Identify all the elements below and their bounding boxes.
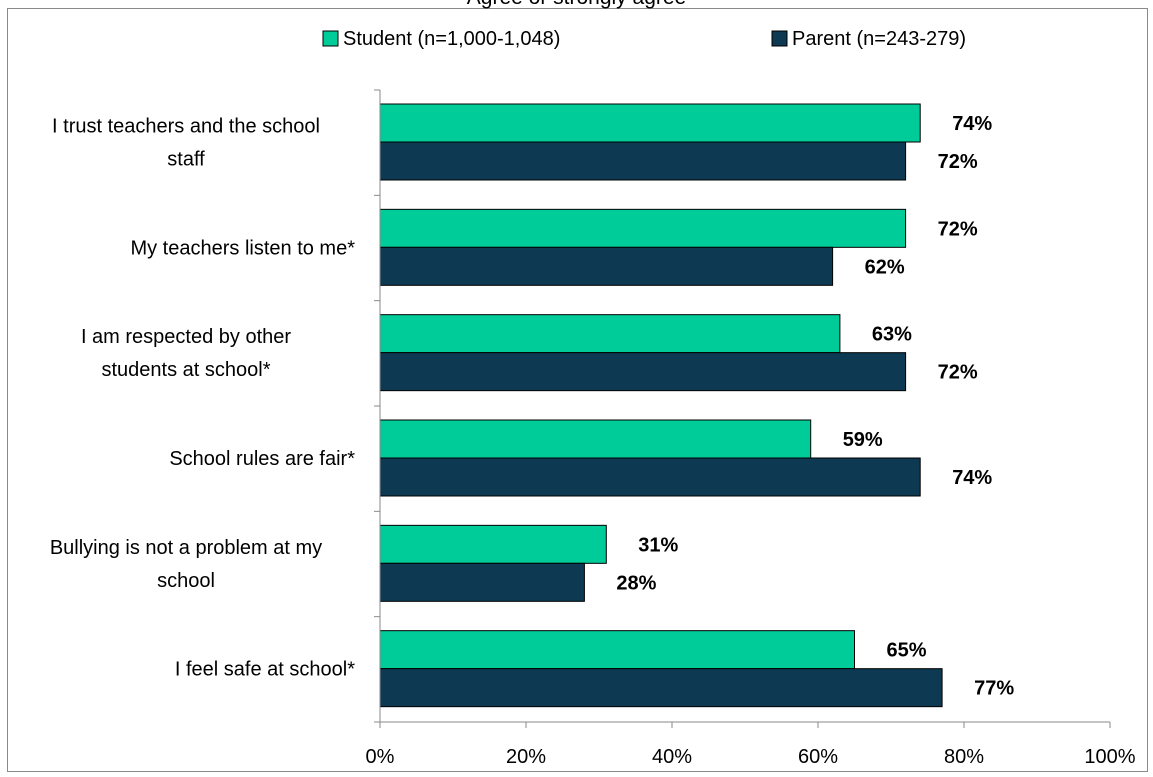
category-label-3-line-0: School rules are fair*: [169, 448, 355, 470]
data-label-student-1: 72%: [938, 218, 978, 240]
legend-label-parent: Parent (n=243-279): [792, 28, 966, 50]
bar-parent-4: [379, 562, 585, 602]
legend-swatch-student: [322, 30, 339, 47]
chart-title: Agree or strongly agree: [0, 0, 1153, 10]
x-tick-label-3: 60%: [798, 746, 838, 768]
labels-group: 74% 72% I trust teachers and the school sta…: [50, 113, 1015, 700]
category-label-4-line-0: Bullying is not a problem at my: [50, 537, 322, 559]
bar-student-1: [379, 208, 907, 248]
x-tick-label-1: 20%: [506, 746, 546, 768]
bar-parent-0: [379, 141, 907, 181]
data-label-parent-0: 72%: [938, 151, 978, 173]
bar-student-3: [379, 419, 812, 459]
category-label-0-line-1: staff: [167, 149, 205, 171]
data-label-parent-1: 62%: [865, 256, 905, 278]
bar-parent-2: [379, 352, 907, 392]
axes-group: 0% 20% 40% 60% 80% 100%: [366, 89, 1136, 768]
bar-student-2: [379, 314, 841, 354]
legend-swatch-parent: [771, 30, 788, 47]
data-label-student-0: 74%: [952, 113, 992, 135]
x-tick-label-2: 40%: [652, 746, 692, 768]
x-tick-label-4: 80%: [944, 746, 984, 768]
legend: Student (n=1,000-1,048) Parent (n=243-279…: [322, 28, 966, 50]
category-label-4-line-1: school: [157, 570, 215, 592]
bar-student-5: [379, 630, 855, 670]
data-label-student-2: 63%: [872, 324, 912, 346]
bar-student-0: [379, 103, 921, 143]
data-label-parent-3: 74%: [952, 467, 992, 489]
data-label-parent-5: 77%: [974, 678, 1014, 700]
data-label-student-3: 59%: [843, 429, 883, 451]
legend-label-student: Student (n=1,000-1,048): [343, 28, 560, 50]
data-label-student-5: 65%: [887, 640, 927, 662]
x-tick-label-5: 100%: [1084, 746, 1135, 768]
category-label-5-line-0: I feel safe at school*: [175, 659, 355, 681]
data-label-parent-2: 72%: [938, 362, 978, 384]
bar-student-4: [379, 524, 607, 564]
bar-parent-5: [379, 668, 943, 708]
x-tick-label-0: 0%: [366, 746, 395, 768]
bars-group: [379, 103, 943, 708]
data-label-parent-4: 28%: [616, 572, 656, 594]
category-label-0-line-0: I trust teachers and the school: [52, 116, 320, 138]
category-label-1-line-0: My teachers listen to me*: [130, 237, 355, 259]
category-label-2-line-0: I am respected by other: [81, 326, 291, 348]
bar-parent-1: [379, 246, 834, 286]
data-label-student-4: 31%: [638, 534, 678, 556]
bar-parent-3: [379, 457, 921, 497]
category-label-2-line-1: students at school*: [102, 359, 271, 381]
